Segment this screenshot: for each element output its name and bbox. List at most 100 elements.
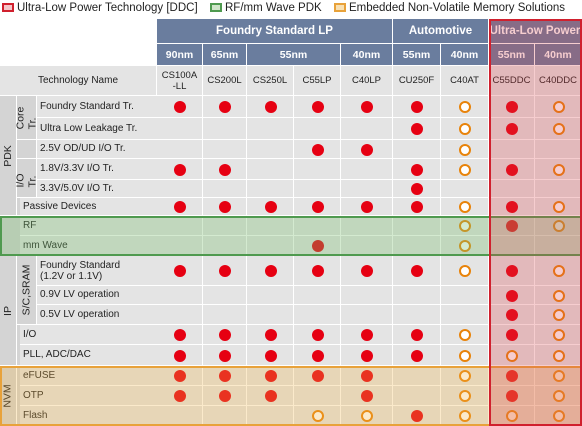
row-label-text: eFUSE — [23, 369, 56, 381]
available-dot — [506, 390, 518, 402]
node-header: 55nm — [393, 44, 441, 66]
matrix-cell — [294, 305, 341, 325]
matrix-cell — [294, 406, 341, 426]
matrix-cell — [441, 140, 489, 159]
available-dot — [506, 309, 518, 321]
category-pdk-label: PDK — [2, 144, 14, 167]
category-ip: IP — [0, 256, 17, 366]
matrix-cell — [393, 236, 441, 256]
available-dot — [219, 265, 231, 277]
prepared-dot — [459, 123, 471, 135]
prepared-dot — [459, 370, 471, 382]
matrix-cell — [157, 180, 203, 198]
matrix-cell — [294, 366, 341, 386]
prepared-dot — [459, 101, 471, 113]
category-core-tr: Core Tr. — [15, 96, 39, 140]
matrix-cell — [294, 96, 341, 118]
matrix-cell — [157, 406, 203, 426]
technology-label: C55DDC — [492, 75, 531, 86]
matrix-cell — [203, 256, 247, 286]
row-label-text: Foundry Standard Tr. — [40, 100, 134, 112]
category-io-tr-label: I/O Tr. — [14, 173, 39, 188]
available-dot — [174, 349, 186, 362]
matrix-cell — [294, 286, 341, 305]
available-dot — [311, 240, 324, 252]
matrix-cell — [157, 325, 203, 345]
matrix-cell — [247, 236, 294, 256]
nvm-swatch — [334, 3, 346, 12]
matrix-cell — [535, 159, 582, 180]
technology-label: CS100A -LL — [161, 69, 198, 92]
matrix-cell — [247, 159, 294, 180]
available-dot — [219, 101, 231, 113]
matrix-cell — [157, 159, 203, 180]
row-label: 3.3V/5.0V I/O Tr. — [37, 180, 157, 198]
available-dot — [506, 123, 518, 135]
matrix-cell — [535, 236, 582, 256]
matrix-cell — [535, 325, 582, 345]
available-dot — [361, 101, 373, 113]
available-dot — [506, 101, 518, 113]
matrix-cell — [294, 256, 341, 286]
legend-rf: RF/mm Wave PDK — [210, 1, 322, 15]
matrix-cell — [393, 386, 441, 406]
matrix-cell — [294, 198, 341, 216]
technology-name-label: Technology Name — [37, 75, 119, 86]
node-label: 55nm — [402, 48, 431, 61]
available-dot — [264, 370, 277, 382]
matrix-cell — [247, 286, 294, 305]
matrix-cell — [489, 140, 535, 159]
row-label: Flash — [20, 406, 157, 426]
matrix-cell — [393, 345, 441, 366]
matrix-cell — [157, 305, 203, 325]
matrix-cell — [393, 118, 441, 140]
available-dot — [174, 265, 186, 277]
matrix-cell — [489, 325, 535, 345]
matrix-cell — [441, 198, 489, 216]
group-header-label: Ultra-Low Power — [489, 25, 581, 37]
row-label: 0.9V LV operation — [37, 286, 157, 305]
matrix-cell — [203, 325, 247, 345]
matrix-cell — [203, 406, 247, 426]
matrix-cell — [203, 198, 247, 216]
matrix-cell — [489, 256, 535, 286]
matrix-cell — [247, 118, 294, 140]
row-label-text: Foundry Standard (1.2V or 1.1V) — [40, 259, 121, 282]
matrix-cell — [441, 236, 489, 256]
node-label: 40nm — [544, 48, 572, 61]
category-io-tr: I/O Tr. — [14, 159, 39, 198]
row-label: Passive Devices — [20, 198, 157, 216]
available-dot — [506, 220, 518, 232]
matrix-cell — [203, 386, 247, 406]
matrix-cell — [341, 118, 393, 140]
available-dot — [219, 329, 231, 341]
matrix-cell — [535, 386, 582, 406]
matrix-cell — [341, 345, 393, 366]
matrix-cell — [393, 305, 441, 325]
matrix-cell — [535, 305, 582, 325]
row-label-text: RF — [23, 219, 37, 231]
technology-label: C40AT — [450, 75, 479, 86]
row-label: OTP — [20, 386, 157, 406]
matrix-cell — [441, 180, 489, 198]
matrix-cell — [489, 286, 535, 305]
available-dot — [411, 101, 423, 113]
matrix-cell — [294, 345, 341, 366]
matrix-cell — [203, 286, 247, 305]
available-dot — [411, 163, 423, 176]
node-label: 40nm — [450, 48, 479, 61]
matrix-cell — [203, 140, 247, 159]
matrix-cell — [489, 216, 535, 236]
matrix-cell — [535, 345, 582, 366]
technology-name: C40DDC — [535, 66, 582, 96]
available-dot — [174, 101, 186, 113]
matrix-cell — [203, 96, 247, 118]
matrix-cell — [441, 386, 489, 406]
row-label-text: Flash — [23, 409, 48, 421]
matrix-cell — [157, 236, 203, 256]
header-blank — [0, 19, 157, 66]
available-dot — [506, 329, 518, 341]
matrix-cell — [294, 159, 341, 180]
matrix-cell — [247, 96, 294, 118]
row-label: 2.5V OD/UD I/O Tr. — [37, 140, 157, 159]
